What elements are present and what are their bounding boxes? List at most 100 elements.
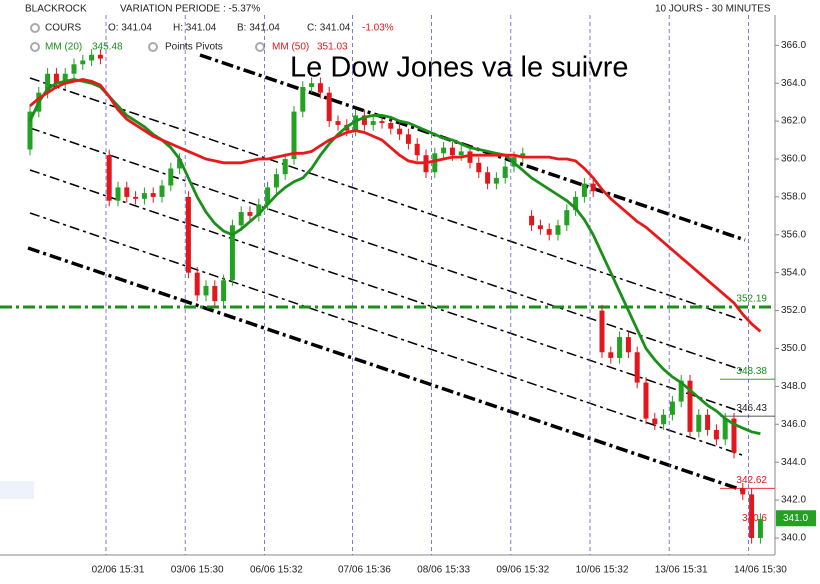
y-tick-label: 352.0 xyxy=(781,305,806,316)
candle-body xyxy=(124,187,130,197)
candle-body xyxy=(432,153,438,173)
y-tick-label: 356.0 xyxy=(781,229,806,240)
candle-body xyxy=(485,172,491,184)
low: B: 341.04 xyxy=(237,23,280,34)
y-tick-label: 344.0 xyxy=(781,457,806,468)
candle-body xyxy=(722,418,728,440)
candle-body xyxy=(555,225,561,235)
candle-body xyxy=(608,352,614,358)
channel-line xyxy=(29,212,746,457)
candle-body xyxy=(273,174,279,188)
gear-icon[interactable] xyxy=(255,42,265,52)
candle-body xyxy=(133,196,139,199)
moving-average xyxy=(29,77,762,333)
candle-body xyxy=(282,159,288,175)
level-label: 342.62 xyxy=(736,475,767,486)
candle-body xyxy=(379,121,385,123)
candle-body xyxy=(185,196,191,273)
candle-body xyxy=(53,73,59,84)
x-tick-label: 02/06 15:31 xyxy=(92,565,145,576)
candle-body xyxy=(731,418,737,453)
candle-body xyxy=(669,401,675,415)
close: C: 341.04 xyxy=(307,23,351,34)
candle-body xyxy=(300,87,306,112)
candle-body xyxy=(177,159,183,169)
candle-body xyxy=(397,128,403,135)
x-tick-label: 06/06 15:32 xyxy=(250,565,303,576)
level-label: 348.38 xyxy=(736,366,767,377)
y-tick-label: 360.0 xyxy=(781,154,806,165)
mm20-value: 345.48 xyxy=(92,42,123,53)
y-tick-label: 348.0 xyxy=(781,381,806,392)
x-tick-label: 08/06 15:33 xyxy=(417,565,470,576)
y-tick-label: 364.0 xyxy=(781,78,806,89)
candle-body xyxy=(705,414,711,430)
x-tick-label: 09/06 15:32 xyxy=(496,565,549,576)
x-tick-label: 07/06 15:36 xyxy=(338,565,391,576)
candle-body xyxy=(62,73,68,84)
candle-body xyxy=(749,494,755,538)
gear-icon[interactable] xyxy=(30,23,40,33)
candle-body xyxy=(309,83,315,87)
cours: COURS xyxy=(45,23,81,34)
candle-body xyxy=(467,151,473,163)
header: BLACKROCK VARIATION PERIODE : -5.37% 10 … xyxy=(25,4,771,53)
mm50-label: MM (50) xyxy=(272,42,309,53)
candle-body xyxy=(617,337,623,358)
candle-body xyxy=(590,183,596,192)
candle-body xyxy=(661,414,667,425)
last-price-label: 341.0 xyxy=(783,513,808,524)
y-tick-label: 346.0 xyxy=(781,419,806,430)
candle-body xyxy=(89,54,95,61)
change: -1.03% xyxy=(362,23,394,34)
candle-body xyxy=(106,155,112,201)
channel-bottom xyxy=(27,246,746,493)
last-price-box xyxy=(776,510,816,527)
candle-body xyxy=(150,193,156,197)
candle-body xyxy=(353,115,359,131)
candle-body xyxy=(238,212,244,226)
candle-body xyxy=(71,64,77,74)
candle-body xyxy=(564,210,570,226)
x-tick-label: 13/06 15:31 xyxy=(655,565,708,576)
candle-body xyxy=(27,111,33,150)
y-tick-label: 362.0 xyxy=(781,116,806,127)
candle-body xyxy=(678,380,684,402)
candle-body xyxy=(458,151,464,156)
candle-body xyxy=(687,380,693,432)
candle-body xyxy=(493,177,499,184)
symbol: BLACKROCK xyxy=(25,4,87,15)
candle-body xyxy=(229,225,235,281)
candle-body xyxy=(740,488,746,495)
candle-body xyxy=(388,123,394,129)
candle-body xyxy=(256,204,262,216)
candle-body xyxy=(405,134,411,144)
candle-body xyxy=(317,83,323,93)
y-tick-label: 354.0 xyxy=(781,267,806,278)
candle-body xyxy=(599,310,605,353)
candle-body xyxy=(221,280,227,302)
pivots: Points Pivots xyxy=(165,42,223,53)
candle-body xyxy=(581,183,587,197)
period: 10 JOURS - 30 MINUTES xyxy=(655,4,771,15)
candle-body xyxy=(212,285,218,302)
candle-body xyxy=(573,196,579,211)
candle-body xyxy=(97,54,103,59)
gear-icon[interactable] xyxy=(148,42,158,52)
candle-body xyxy=(115,187,121,201)
candle-body xyxy=(441,147,447,154)
candle-body xyxy=(449,147,455,156)
high: H: 341.04 xyxy=(173,23,217,34)
candle-body xyxy=(80,60,86,65)
candle-body xyxy=(713,429,719,440)
gear-icon[interactable] xyxy=(30,42,40,52)
candle-body xyxy=(520,153,526,158)
candle-body xyxy=(45,73,51,93)
y-tick-label: 366.0 xyxy=(781,40,806,51)
candle-body xyxy=(696,414,702,432)
candle-body xyxy=(643,382,649,419)
moving-average xyxy=(28,77,761,436)
level-label: 346.43 xyxy=(736,403,767,414)
open: O: 341.04 xyxy=(108,23,152,34)
